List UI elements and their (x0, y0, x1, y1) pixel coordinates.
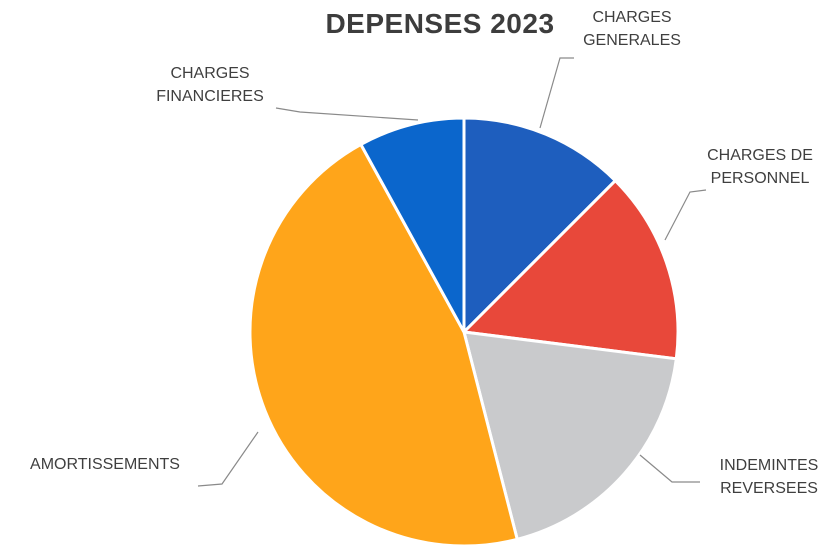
leader-line (539, 57, 574, 129)
label-charges-generales: CHARGES GENERALES (583, 9, 681, 49)
label-indemintes-reversees: INDEMINTES REVERSEES (719, 457, 819, 497)
pie-slice-amortissements (248, 142, 520, 548)
leader-line (275, 107, 419, 121)
label-amortissements: AMORTISSEMENTS (30, 456, 180, 473)
label-charges-financieres: CHARGES FINANCIERES (156, 65, 264, 105)
label-charges-de-personnel: CHARGES DE PERSONNEL (707, 147, 813, 187)
leader-line (639, 454, 700, 483)
pie-slice-charges-de-personnel (460, 178, 680, 361)
leader-line (197, 431, 259, 487)
pie-slice-charges-generales (462, 116, 618, 336)
chart-title: DEPENSES 2023 (325, 8, 555, 39)
leader-line (664, 189, 707, 241)
pie-slice-charges-financieres (358, 116, 466, 333)
pie-slice-indemintes-reversees (461, 330, 678, 542)
